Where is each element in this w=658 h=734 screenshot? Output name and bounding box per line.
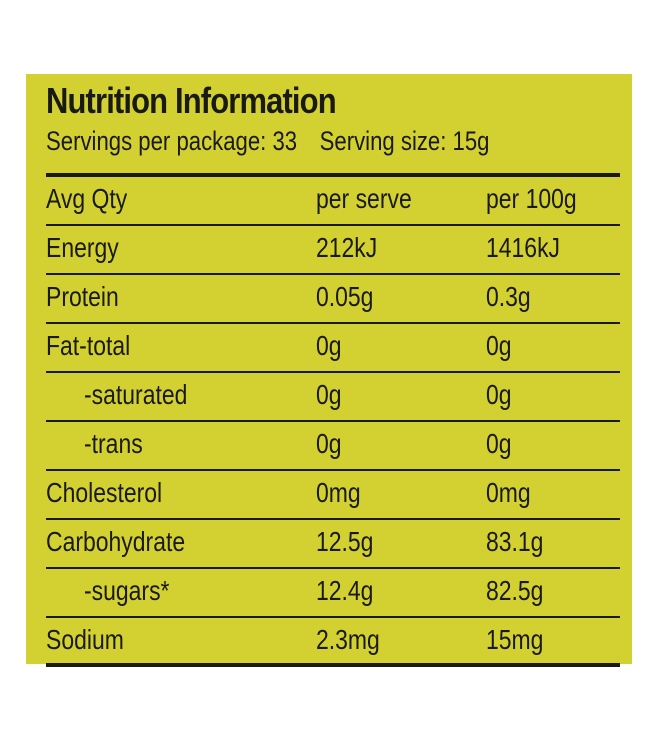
per-serve-value: 12.5g [316,526,374,557]
table-row-energy: Energy 212kJ 1416kJ [46,226,620,275]
header-avg-qty: Avg Qty [46,183,128,214]
table-row-trans: -trans 0g 0g [46,422,620,471]
per-serve-value: 0g [316,330,342,361]
per-serve-value: 0g [316,379,342,410]
nutrient-name: Cholesterol [46,477,163,508]
header-per-100g: per 100g [486,183,577,214]
table-row-saturated: -saturated 0g 0g [46,373,620,422]
nutrition-panel: Nutrition Information Servings per packa… [26,74,632,667]
per-100g-value: 0.3g [486,281,531,312]
nutrient-name: Protein [46,281,119,312]
per-serve-value: 0mg [316,477,361,508]
table-row-cholesterol: Cholesterol 0mg 0mg [46,471,620,520]
per-serve-value: 212kJ [316,232,378,263]
per-serve-value: 2.3mg [316,624,380,655]
nutrient-name: Sodium [46,624,124,655]
table-row-protein: Protein 0.05g 0.3g [46,275,620,324]
servings-line: Servings per package: 33 Serving size: 1… [46,126,489,157]
per-100g-value: 0g [486,379,512,410]
per-serve-value: 0g [316,428,342,459]
nutrient-name: Carbohydrate [46,526,186,557]
table-row-carbohydrate: Carbohydrate 12.5g 83.1g [46,520,620,569]
nutrition-title: Nutrition Information [46,80,337,121]
per-100g-value: 0g [486,428,512,459]
nutrient-name: -trans [84,428,143,459]
per-100g-value: 0mg [486,477,531,508]
nutrient-name: Fat-total [46,330,131,361]
table-row-sodium: Sodium 2.3mg 15mg [46,618,620,667]
serving-size: Serving size: 15g [319,126,490,156]
nutrient-name: -saturated [84,379,188,410]
table-row-fat-total: Fat-total 0g 0g [46,324,620,373]
per-100g-value: 83.1g [486,526,544,557]
nutrient-name: Energy [46,232,119,263]
per-serve-value: 0.05g [316,281,374,312]
header-rule [46,173,620,177]
nutrient-name: -sugars* [84,575,170,606]
per-100g-value: 82.5g [486,575,544,606]
table-row-sugars: -sugars* 12.4g 82.5g [46,569,620,618]
header-per-serve: per serve [316,183,412,214]
per-serve-value: 12.4g [316,575,374,606]
table-header-row: Avg Qty per serve per 100g [46,177,620,226]
per-100g-value: 15mg [486,624,544,655]
per-100g-value: 1416kJ [486,232,561,263]
per-100g-value: 0g [486,330,512,361]
servings-per-package: Servings per package: 33 [46,126,298,156]
